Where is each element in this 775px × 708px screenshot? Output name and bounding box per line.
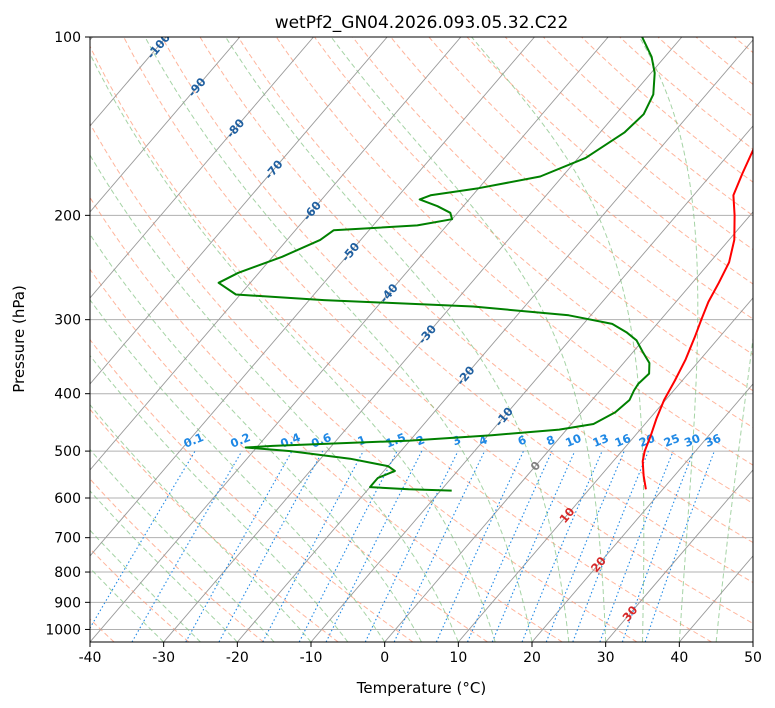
x-tick-label: 50 xyxy=(744,650,762,666)
dry-adiabat xyxy=(123,37,753,624)
temperature-profile-line xyxy=(641,148,753,490)
x-tick-label: -10 xyxy=(300,650,323,666)
mixing-ratio-line xyxy=(599,450,674,642)
mixing-ratio-line xyxy=(218,450,324,642)
plot-area-background xyxy=(90,37,753,642)
isotherm-line xyxy=(605,469,753,642)
isotherm-line xyxy=(163,37,683,642)
y-tick-label: 900 xyxy=(54,595,81,611)
pressure-gridlines xyxy=(90,37,753,630)
moist-adiabat xyxy=(90,52,496,642)
y-tick-label: 800 xyxy=(54,565,81,581)
moist-adiabat xyxy=(90,567,165,642)
mixing-ratio-line xyxy=(491,450,576,642)
mixing-ratio-line xyxy=(521,450,603,642)
x-tick-label: 10 xyxy=(449,650,467,666)
isotherm-line xyxy=(531,383,753,642)
mixing-ratio-line xyxy=(572,450,649,642)
mixing-ratio-label: 20 xyxy=(637,431,657,450)
dry-adiabat xyxy=(90,338,414,642)
isotherm-line xyxy=(384,211,753,642)
isotherm-line xyxy=(90,37,388,385)
mixing-ratio-line xyxy=(644,450,715,642)
dry-adiabat xyxy=(581,37,753,183)
moist-adiabat xyxy=(90,529,201,642)
dry-adiabat xyxy=(161,37,753,584)
background-lines xyxy=(90,37,753,642)
x-tick-label: 40 xyxy=(670,650,688,666)
y-tick-label: 200 xyxy=(54,208,81,224)
mixing-ratio-line xyxy=(262,450,364,642)
sounding-series xyxy=(217,37,753,492)
mixing-ratio-line xyxy=(185,450,293,642)
isotherm-line xyxy=(90,37,609,642)
isotherm-line xyxy=(90,37,462,471)
moist-adiabat xyxy=(225,37,570,642)
mixing-ratio-label: 16 xyxy=(613,431,633,450)
moist-adiabat xyxy=(90,154,459,642)
y-axis-label: Pressure (hPa) xyxy=(10,285,28,393)
mixing-ratio-label: 30 xyxy=(682,431,702,450)
dry-adiabat xyxy=(90,122,638,642)
mixing-ratio-line xyxy=(325,450,423,642)
x-tick-label: 0 xyxy=(380,650,389,666)
isotherm-line xyxy=(90,37,535,557)
mixing-ratio-line xyxy=(621,450,695,642)
y-tick-label: 100 xyxy=(54,30,81,46)
mixing-ratio-line xyxy=(545,450,625,642)
y-tick-label: 700 xyxy=(54,531,81,547)
moist-adiabat xyxy=(639,37,699,642)
mixing-ratio-label: 13 xyxy=(591,431,611,450)
moist-adiabat xyxy=(90,354,349,642)
x-tick-label: 30 xyxy=(597,650,615,666)
mixing-ratio-label: 25 xyxy=(662,431,682,450)
y-tick-label: 300 xyxy=(54,313,81,329)
chart-title: wetPf2_GN04.2026.093.05.32.C22 xyxy=(275,13,569,33)
isotherm-line xyxy=(457,297,753,642)
y-tick-label: 400 xyxy=(54,387,81,403)
moist-adiabat xyxy=(752,638,753,642)
isotherm-line xyxy=(310,125,753,642)
dewpoint-profile-line xyxy=(217,37,656,492)
dry-adiabat xyxy=(237,37,753,505)
mixing-ratio-label: 10 xyxy=(563,431,583,450)
isotherm-line xyxy=(90,37,314,299)
moist-adiabat xyxy=(144,37,533,642)
dry-adiabat xyxy=(314,37,753,429)
x-tick-label: -30 xyxy=(152,650,175,666)
moist-adiabat xyxy=(90,298,386,642)
dry-adiabat xyxy=(90,45,712,642)
moist-adiabat xyxy=(90,233,422,642)
moist-adiabat xyxy=(330,37,607,642)
y-tick-label: 600 xyxy=(54,491,81,507)
axis-ticks: -40 -30 -20 -10 0 10 20 30 40 50 100 200 300 400 500 60… xyxy=(45,30,762,666)
dry-adiabat xyxy=(428,37,753,320)
isotherm-line xyxy=(90,37,241,213)
x-axis-label: Temperature (°C) xyxy=(356,679,486,697)
dry-adiabat xyxy=(352,37,753,392)
isotherm-label: 40 xyxy=(651,652,672,673)
x-tick-label: -20 xyxy=(226,650,249,666)
dry-adiabat xyxy=(504,37,753,251)
dry-adiabat xyxy=(90,478,264,642)
isotherm-line xyxy=(752,641,753,642)
y-tick-label: 1000 xyxy=(45,622,81,638)
moist-adiabat xyxy=(471,37,645,642)
moist-adiabat xyxy=(90,448,275,642)
mixing-ratio-line xyxy=(466,450,553,642)
dry-adiabat xyxy=(199,37,753,544)
y-tick-label: 500 xyxy=(54,444,81,460)
dry-adiabat xyxy=(90,196,563,642)
plot-frame xyxy=(89,36,754,643)
isotherm-line xyxy=(236,39,753,642)
x-tick-label: -40 xyxy=(79,650,102,666)
x-tick-label: 20 xyxy=(523,650,541,666)
mixing-ratio-label: 36 xyxy=(703,431,723,450)
moist-adiabat xyxy=(715,334,753,642)
moist-adiabat xyxy=(90,490,238,642)
